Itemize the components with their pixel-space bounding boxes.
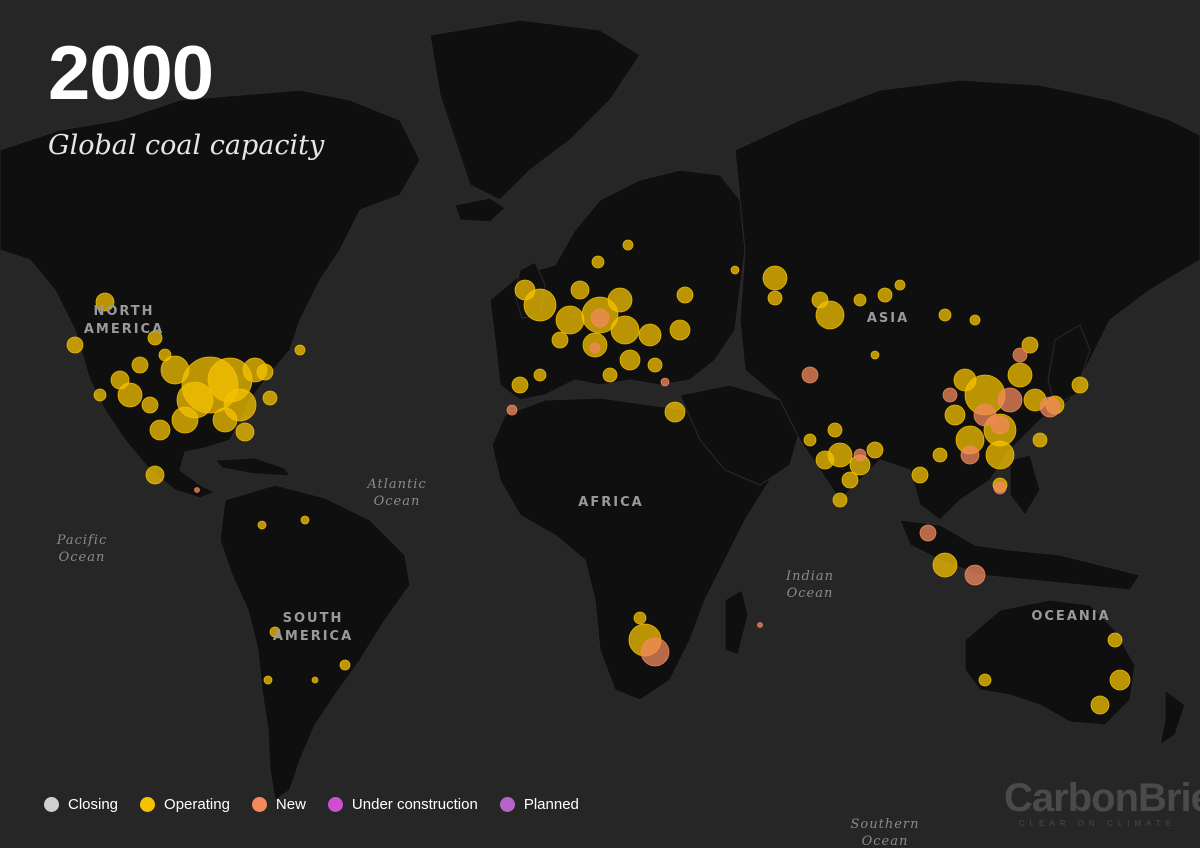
legend-label: Closing [68, 796, 119, 813]
year-title: 2000 [48, 31, 214, 116]
label-atlantic: Atlantic Ocean [366, 477, 426, 509]
philippines-shape [1009, 454, 1041, 516]
legend-label: Planned [523, 796, 579, 813]
legend-label: New [275, 796, 306, 813]
label-oceania: OCEANIA [1031, 609, 1110, 624]
label-south-america: SOUTH AMERICA [273, 611, 353, 644]
label-pacific: Pacific Ocean [56, 533, 108, 565]
label-africa: AFRICA [578, 495, 643, 510]
south-america-shape [219, 484, 411, 801]
new-plant-markers [194, 308, 1061, 667]
under-construction-swatch-icon [327, 797, 343, 812]
legend-item-planned[interactable]: Planned [499, 796, 579, 813]
brand-name: CarbonBrief [1004, 776, 1200, 820]
carbonbrief-logo: CarbonBrief CLEAR ON CLIMATE [1004, 776, 1200, 828]
japan-shape [1047, 324, 1091, 406]
legend-item-new[interactable]: New [251, 796, 306, 813]
caribbean-shape [213, 457, 291, 477]
label-asia: ASIA [867, 311, 909, 326]
australia-shape [964, 599, 1136, 726]
legend-item-under-construction[interactable]: Under construction [327, 796, 478, 813]
legend-label: Operating [164, 796, 230, 813]
closing-swatch-icon [44, 797, 59, 812]
brand-tagline: CLEAR ON CLIMATE [1018, 819, 1176, 828]
label-indian: Indian Ocean [785, 569, 834, 601]
legend-item-operating[interactable]: Operating [140, 796, 230, 813]
new-swatch-icon [251, 797, 267, 812]
new-zealand-shape [1159, 689, 1186, 747]
asia-shape [734, 79, 1200, 521]
operating-swatch-icon [140, 797, 156, 812]
operating-plant-markers [66, 239, 1131, 715]
iceland-shape [454, 197, 506, 223]
legend-item-closing[interactable]: Closing [44, 796, 118, 813]
arabia-shape [679, 384, 801, 486]
legend-label: Under construction [351, 796, 478, 813]
map-subtitle: Global coal capacity [48, 130, 325, 161]
map-labels: NORTH AMERICA SOUTH AMERICA AFRICA ASIA OC… [56, 304, 1110, 848]
land-masses [0, 19, 1200, 801]
legend: Closing Operating New Under construction… [44, 796, 601, 813]
greenland-shape [429, 19, 641, 201]
planned-swatch-icon [499, 797, 515, 812]
label-southern: Southern Ocean [851, 817, 920, 848]
label-north-america: NORTH AMERICA [84, 304, 164, 337]
madagascar-shape [724, 589, 749, 656]
